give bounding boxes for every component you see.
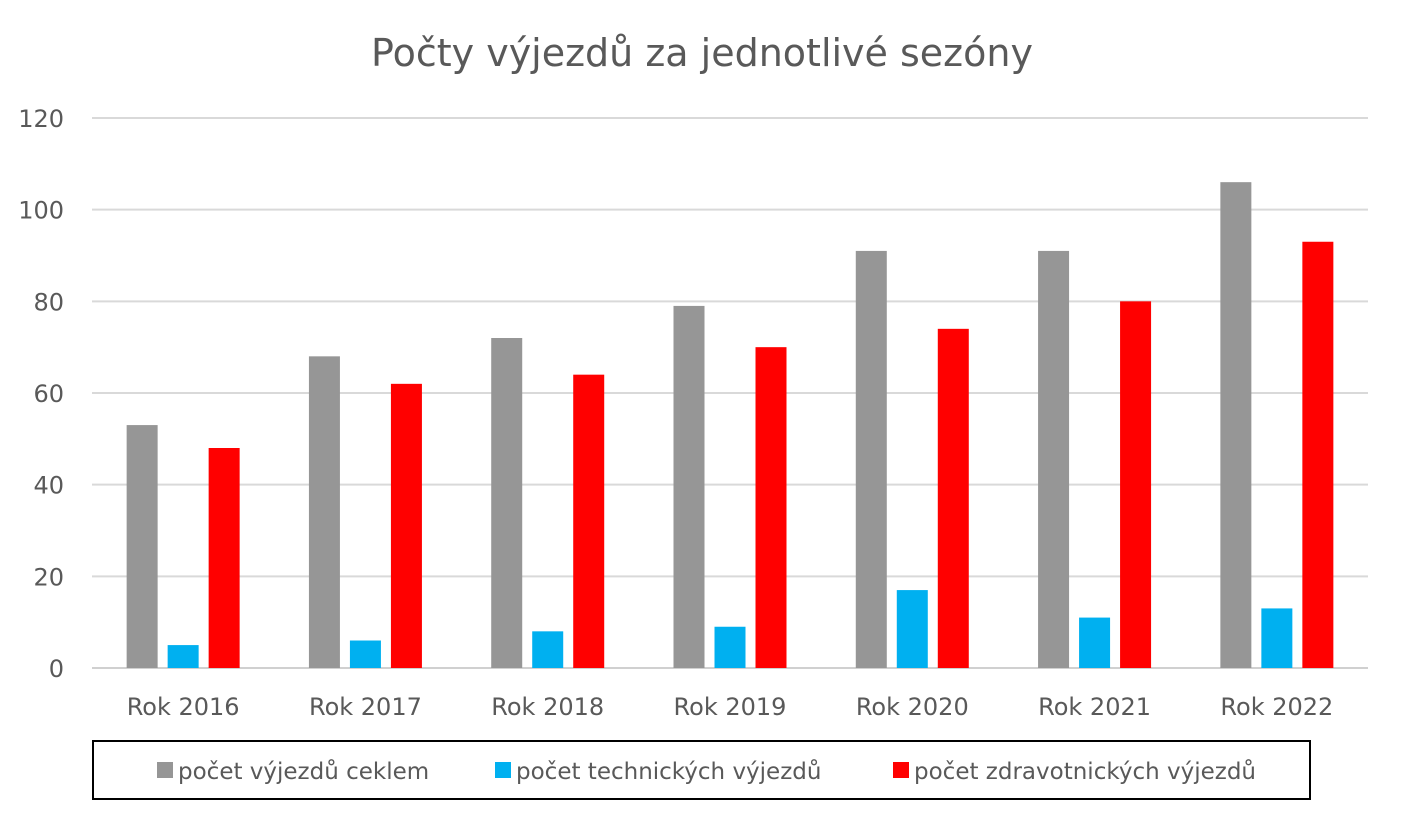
y-tick-label: 120: [18, 105, 64, 133]
y-tick-label: 20: [33, 563, 64, 591]
bar-total-2: [491, 338, 523, 668]
y-axis-ticks: 0 20 40 60 80 100 120: [18, 105, 64, 683]
legend-label: počet zdravotnických výjezdů: [914, 758, 1256, 785]
chart-title: Počty výjezdů za jednotlivé sezóny: [371, 31, 1033, 75]
bar-technical-1: [349, 640, 381, 668]
legend-label: počet výjezdů ceklem: [178, 758, 429, 785]
bar-medical-1: [390, 383, 422, 668]
bar-total-3: [673, 305, 705, 668]
bar-medical-2: [573, 374, 605, 668]
y-tick-label: 40: [33, 472, 64, 500]
x-tick-label: Rok 2018: [491, 693, 604, 721]
legend-box: [92, 740, 1311, 800]
bar-medical-3: [755, 347, 787, 668]
bar-technical-0: [167, 645, 199, 668]
y-tick-label: 80: [33, 288, 64, 316]
x-tick-label: Rok 2019: [674, 693, 787, 721]
bar-total-4: [855, 250, 887, 668]
legend-swatch: [157, 762, 173, 778]
x-tick-label: Rok 2017: [309, 693, 422, 721]
bar-technical-5: [1079, 617, 1111, 668]
x-tick-label: Rok 2021: [1038, 693, 1151, 721]
bars: [126, 182, 1334, 668]
bar-medical-4: [937, 328, 969, 668]
bar-total-5: [1038, 250, 1070, 668]
bar-medical-0: [208, 448, 240, 668]
gridlines: [92, 117, 1368, 669]
bar-medical-5: [1120, 301, 1152, 668]
bar-technical-4: [896, 590, 928, 668]
bar-total-1: [308, 356, 340, 668]
bar-technical-2: [532, 631, 564, 668]
y-tick-label: 100: [18, 197, 64, 225]
bar-total-0: [126, 425, 158, 668]
bar-technical-3: [714, 626, 746, 668]
legend: počet výjezdů ceklem počet technických vý…: [92, 740, 1311, 800]
bar-total-6: [1220, 182, 1252, 668]
x-axis-ticks: Rok 2016 Rok 2017 Rok 2018 Rok 2019 Rok 2020…: [127, 693, 1334, 721]
legend-swatch: [893, 762, 909, 778]
bar-medical-6: [1302, 241, 1334, 668]
y-tick-label: 60: [33, 380, 64, 408]
x-tick-label: Rok 2016: [127, 693, 240, 721]
x-tick-label: Rok 2022: [1220, 693, 1333, 721]
bar-technical-6: [1261, 608, 1293, 668]
y-tick-label: 0: [49, 655, 64, 683]
x-tick-label: Rok 2020: [856, 693, 969, 721]
legend-swatch: [495, 762, 511, 778]
legend-label: počet technických výjezdů: [516, 758, 821, 785]
